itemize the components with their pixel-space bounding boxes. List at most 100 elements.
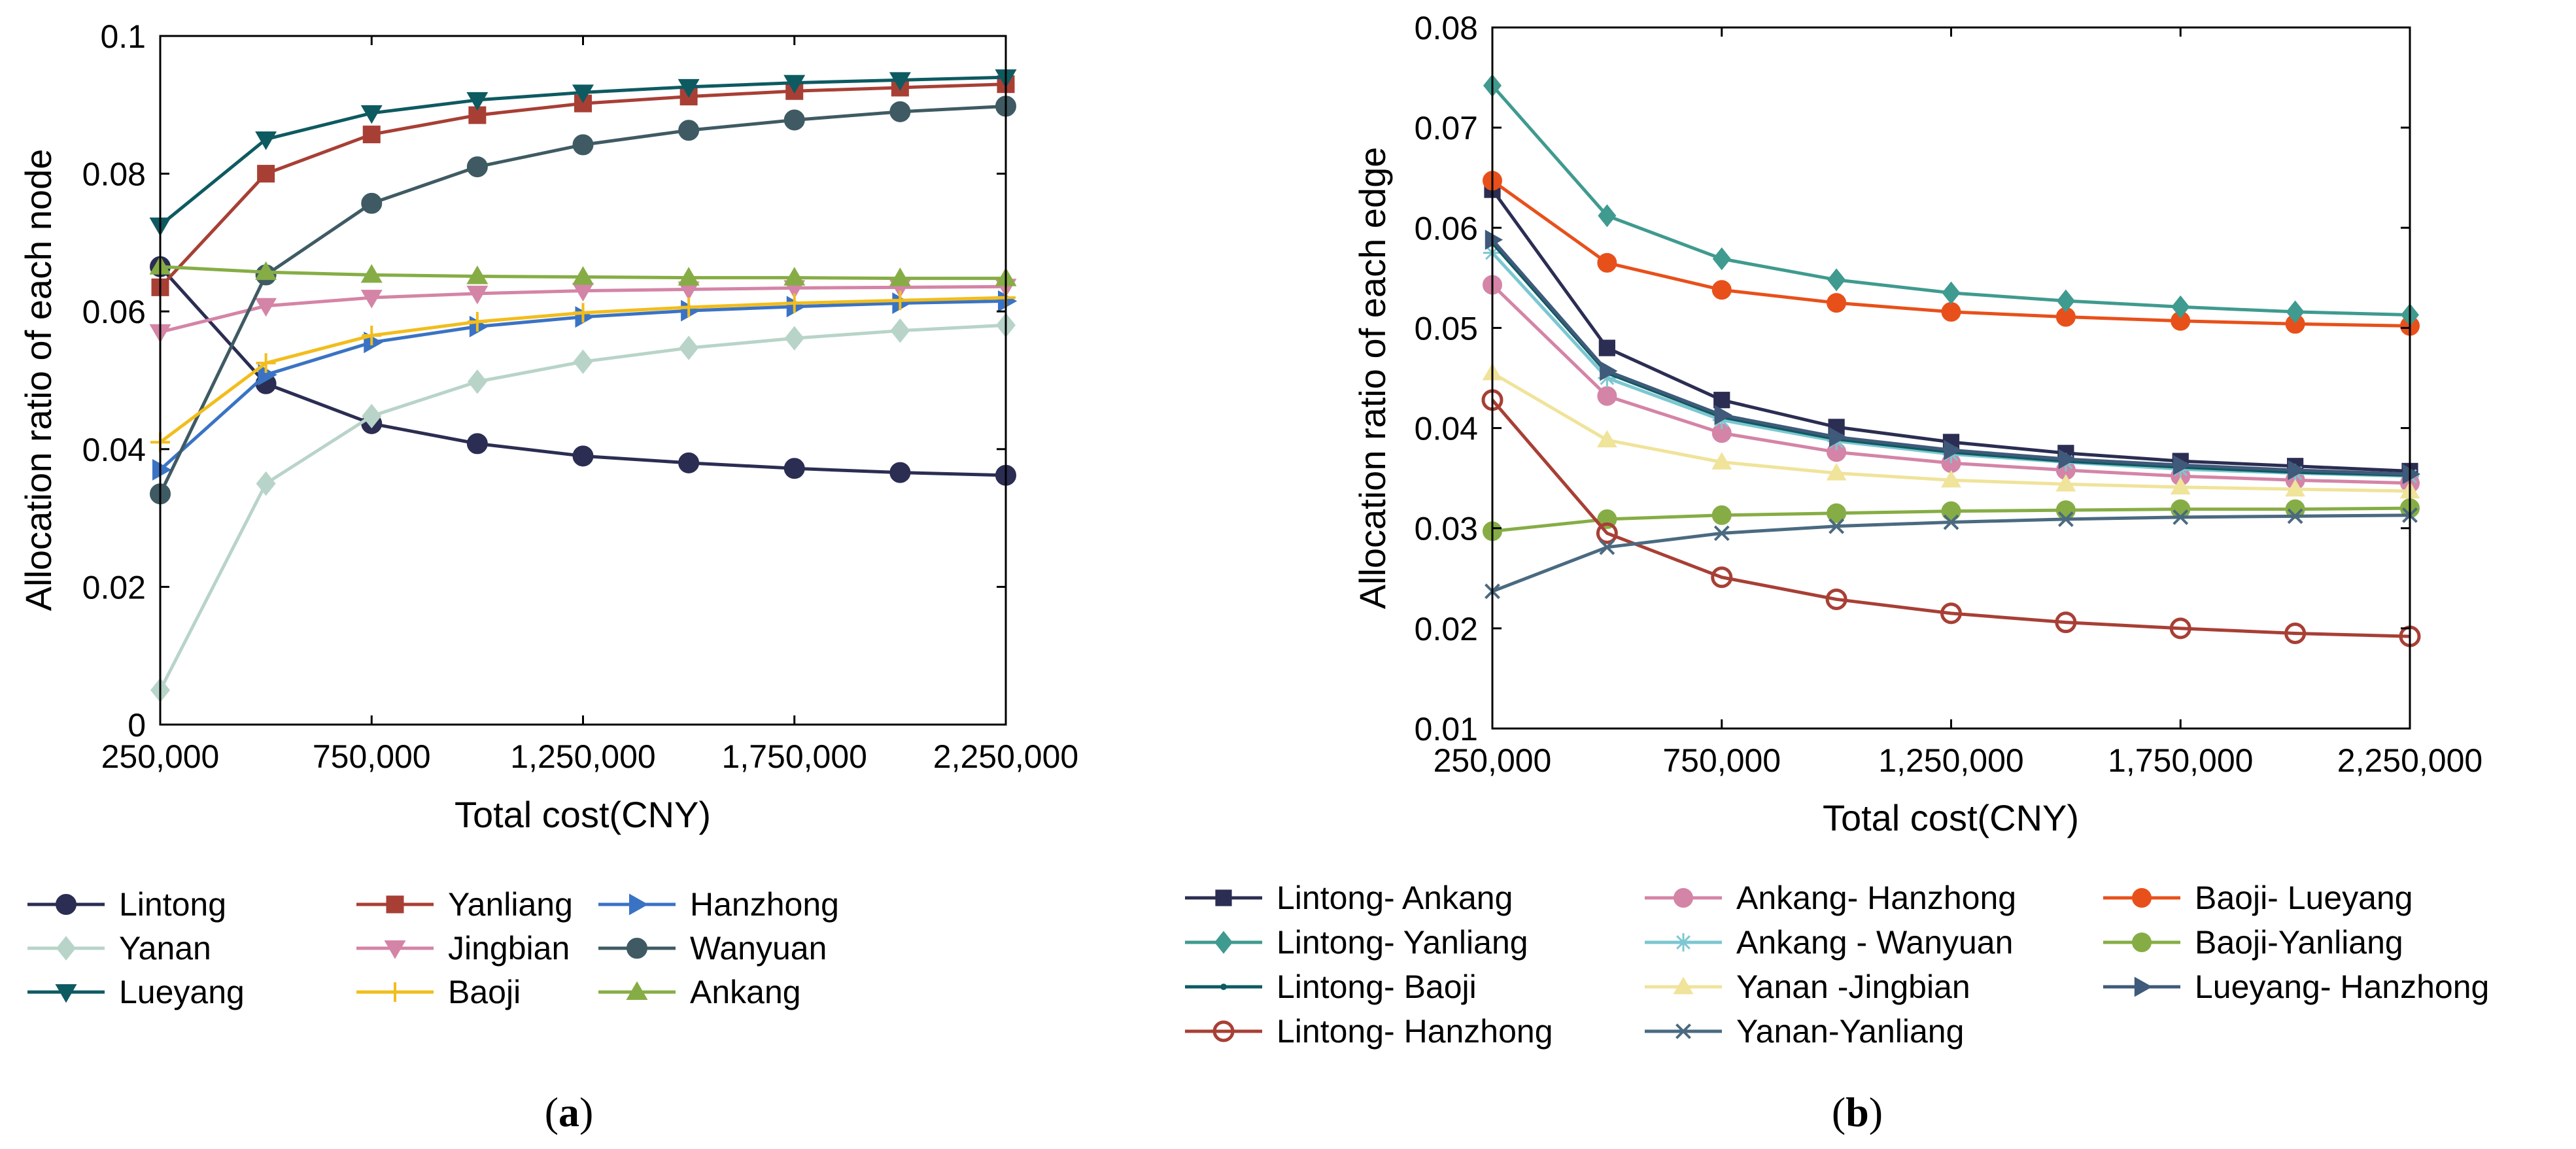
b-legend-marker-yanan-jingbian [1673,976,1694,995]
b-point-lintong-yanliang-7 [2286,300,2305,324]
a-ytick-label-3: 0.06 [82,294,146,330]
b-legend-marker-baoji-lueyang [2132,888,2152,908]
b-xtick-label-1: 750,000 [1662,742,1781,779]
a-point-baoji-7 [890,290,910,311]
b-legend-item-yanan-yanliang: Yanan-Yanliang [1645,1013,1964,1050]
a-legend-label-lueyang: Lueyang [119,974,245,1010]
a-series-lintong [150,256,1016,486]
b-point-baoji-lueyang-1 [1597,252,1617,273]
b-legend-marker-yanan-yanliang [1675,1023,1691,1039]
b-point-lueyang-hanzhong-8 [2402,464,2421,485]
a-point-wanyuan-2 [361,192,383,214]
a-point-lueyang-5 [678,78,700,98]
b-point-yanan-jingbian-2 [1711,452,1732,470]
b-legend-item-lueyang-hanzhong: Lueyang- Hanzhong [2103,969,2489,1005]
b-legend-item-lintong-yanliang: Lintong- Yanliang [1185,924,1528,961]
b-point-lintong-yanliang-4 [1942,281,1961,305]
a-legend-label-wanyuan: Wanyuan [690,930,827,967]
b-legend-label-lintong-ankang: Lintong- Ankang [1277,880,1513,916]
a-point-wanyuan-4 [572,134,594,156]
a-point-baoji-4 [573,303,593,323]
a-point-lintong-3 [466,433,488,454]
a-point-jingbian-5 [678,281,700,301]
b-point-yanan-jingbian-4 [1941,470,1961,488]
a-legend-item-lueyang: Lueyang [27,974,245,1010]
a-point-yanliang-2 [362,126,381,144]
a-point-wanyuan-5 [678,120,700,141]
a-point-wanyuan-6 [783,109,805,131]
panel-b-ylabel: Allocation ratio of each edge [1352,147,1393,609]
a-point-ankang-5 [678,267,700,286]
b-xtick-label-2: 1,250,000 [1878,742,2023,779]
b-point-baoji-lueyang-3 [1827,293,1847,313]
a-ytick-label-1: 0.02 [82,569,146,606]
a-series-ankang [149,256,1017,286]
b-point-yanan-yanliang-7 [2287,508,2303,524]
a-point-hanzhong-3 [469,315,489,337]
a-ytick-label-5: 0.1 [100,18,146,55]
b-series-baoji-yanliang [1483,498,2420,541]
a-point-lintong-5 [678,452,700,473]
b-line-lintong-yanliang [1491,84,2411,317]
panel-a-ylabel: Allocation ratio of each node [18,149,59,611]
a-legend-label-ankang: Ankang [690,974,801,1010]
b-point-ankang-hanzhong-1 [1597,386,1617,406]
panel-a-series-layer [149,69,1018,703]
b-legend-item-lintong-hanzhong: Lintong- Hanzhong [1185,1013,1553,1050]
a-series-baoji [150,288,1016,453]
b-point-baoji-yanliang-4 [1941,501,1961,521]
a-point-jingbian-4 [572,283,594,302]
b-legend-label-lintong-baoji: Lintong- Baoji [1277,969,1477,1005]
b-series-lintong-yanliang [1483,74,2419,327]
a-point-jingbian-1 [255,298,277,317]
b-legend-label-baoji-lueyang: Baoji- Lueyang [2195,880,2413,916]
b-legend-label-lintong-hanzhong: Lintong- Hanzhong [1277,1013,1553,1050]
a-point-lueyang-4 [572,84,594,103]
a-point-hanzhong-1 [258,364,277,386]
b-ytick-label-4: 0.05 [1415,310,1478,347]
b-point-lintong-hanzhong-5 [2055,611,2077,634]
a-ytick-label-2: 0.04 [82,432,146,468]
b-point-lueyang-hanzhong-0 [1485,230,1503,250]
b-point-baoji-lueyang-4 [1941,301,1961,322]
b-legend-marker-lintong-ankang [1215,889,1232,906]
b-point-yanan-jingbian-1 [1596,430,1617,448]
b-legend-marker-lueyang-hanzhong [2134,976,2153,997]
b-point-lueyang-hanzhong-7 [2288,460,2306,481]
b-legend-label-baoji-yanliang: Baoji-Yanliang [2195,924,2403,961]
a-point-ankang-2 [360,264,383,283]
b-legend-item-baoji-yanliang: Baoji-Yanliang [2103,924,2403,961]
a-line-yanan [158,323,1006,691]
b-point-lintong-hanzhong-6 [2169,617,2191,640]
a-legend-marker-wanyuan [627,938,647,959]
a-legend-label-jingbian: Jingbian [448,930,570,967]
b-point-lintong-yanliang-3 [1827,268,1846,292]
b-ytick-label-5: 0.06 [1415,210,1478,247]
a-point-ankang-4 [572,266,594,285]
a-legend-marker-yanliang [386,895,404,914]
b-point-yanan-yanliang-4 [1943,514,1959,530]
a-xtick-label-0: 250,000 [101,738,220,775]
b-line-yanan-yanliang [1492,513,2411,593]
b-point-baoji-yanliang-7 [2285,499,2305,519]
b-legend-label-ankang-wanyuan: Ankang - Wanyuan [1736,924,2013,961]
b-point-yanan-jingbian-3 [1826,463,1847,481]
a-legend-marker-yanan [56,936,76,961]
b-legend-label-ankang-hanzhong: Ankang- Hanzhong [1736,880,2016,916]
a-point-lintong-4 [572,445,594,467]
panel-b-legend: Lintong- Ankang Ankang- Hanzhong Baoji- Lu… [1185,880,2489,1050]
b-point-lintong-hanzhong-1 [1596,522,1618,544]
a-point-yanan-6 [784,326,804,351]
a-ytick-label-0: 0 [128,707,146,744]
a-point-hanzhong-5 [681,300,700,322]
a-point-hanzhong-8 [998,290,1018,312]
a-legend-marker-ankang [626,981,648,1000]
b-legend-marker-lintong-hanzhong [1212,1020,1235,1042]
a-xtick-label-4: 2,250,000 [933,738,1078,775]
a-ytick-label-4: 0.08 [82,156,146,193]
a-point-wanyuan-7 [889,101,911,122]
a-point-baoji-3 [467,311,487,332]
b-point-yanan-yanliang-6 [2172,509,2189,525]
b-point-baoji-lueyang-2 [1711,280,1732,300]
panel-b-axes: 250,000 750,000 1,250,000 1,750,000 2,250,00… [1415,10,2483,779]
